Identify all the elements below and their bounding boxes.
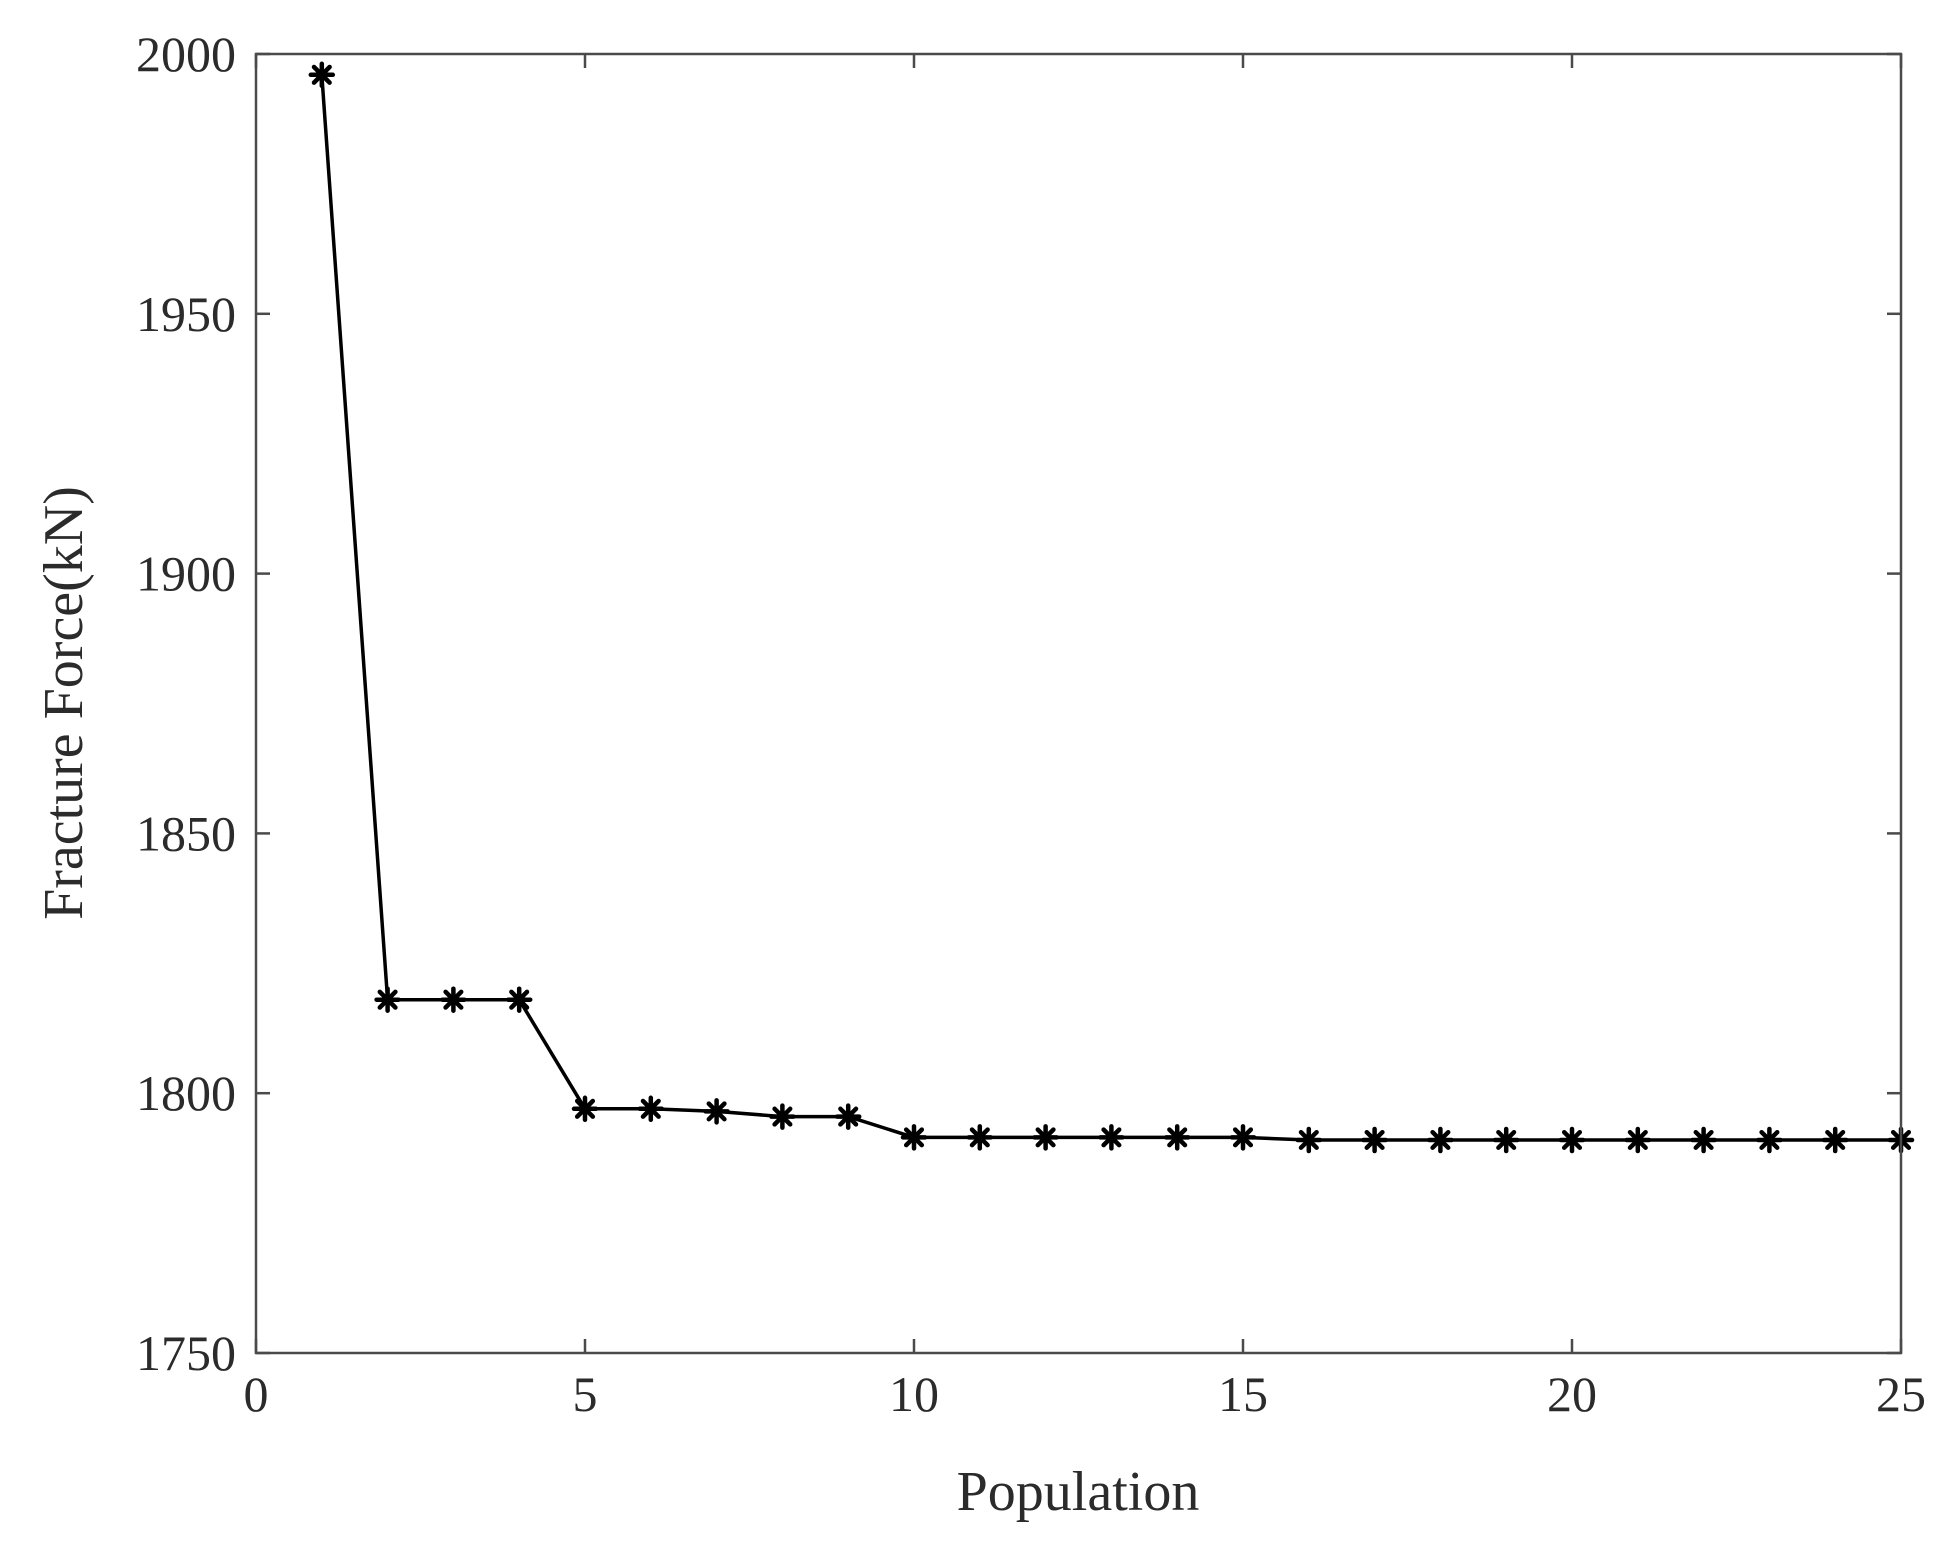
data-point-marker xyxy=(966,1124,994,1151)
data-point-marker xyxy=(571,1095,599,1123)
data-point-marker xyxy=(505,986,533,1013)
y-axis-label: Fracture Force(kN) xyxy=(33,486,95,920)
data-point-marker xyxy=(1295,1126,1323,1154)
data-point-marker xyxy=(1361,1126,1388,1154)
x-tick-label: 20 xyxy=(1547,1366,1597,1422)
data-point-marker xyxy=(703,1098,730,1125)
data-point-marker xyxy=(1229,1124,1257,1151)
data-point-marker xyxy=(637,1095,665,1123)
data-point-marker xyxy=(834,1103,862,1130)
plot-frame xyxy=(254,52,1903,1355)
data-point-marker xyxy=(1427,1126,1454,1154)
tick-labels: 0 5 10 15 20 25 1750 1800 1850 1900 1950 2000 xyxy=(136,26,1926,1422)
x-tick-label: 10 xyxy=(889,1366,939,1422)
data-point-marker xyxy=(1032,1124,1059,1151)
data-point-marker xyxy=(769,1103,796,1130)
data-point-marker xyxy=(1098,1124,1125,1151)
x-tick-label: 0 xyxy=(244,1366,269,1422)
y-tick-label: 1750 xyxy=(136,1325,236,1381)
data-point-marker xyxy=(308,61,336,89)
data-point-marker xyxy=(1492,1126,1520,1154)
data-point-marker xyxy=(374,986,401,1013)
data-point-marker xyxy=(1558,1126,1586,1154)
y-tick-label: 2000 xyxy=(136,26,236,82)
data-point-marker xyxy=(1690,1126,1717,1154)
data-point-marker xyxy=(440,986,467,1013)
y-tick-label: 1800 xyxy=(136,1065,236,1121)
data-point-marker xyxy=(900,1124,928,1151)
data-point-marker xyxy=(1821,1126,1849,1154)
plot-background xyxy=(256,54,1901,1353)
data-point-marker xyxy=(1163,1124,1191,1151)
y-tick-label: 1850 xyxy=(136,805,236,861)
x-tick-label: 5 xyxy=(573,1366,598,1422)
data-point-marker xyxy=(1756,1126,1783,1154)
data-point-marker xyxy=(1624,1126,1652,1154)
x-tick-label: 15 xyxy=(1218,1366,1268,1422)
x-axis-label: Population xyxy=(957,1461,1200,1523)
x-tick-label: 25 xyxy=(1876,1366,1926,1422)
series-layer xyxy=(308,61,1915,1154)
y-tick-label: 1900 xyxy=(136,546,236,602)
y-tick-label: 1950 xyxy=(136,286,236,342)
